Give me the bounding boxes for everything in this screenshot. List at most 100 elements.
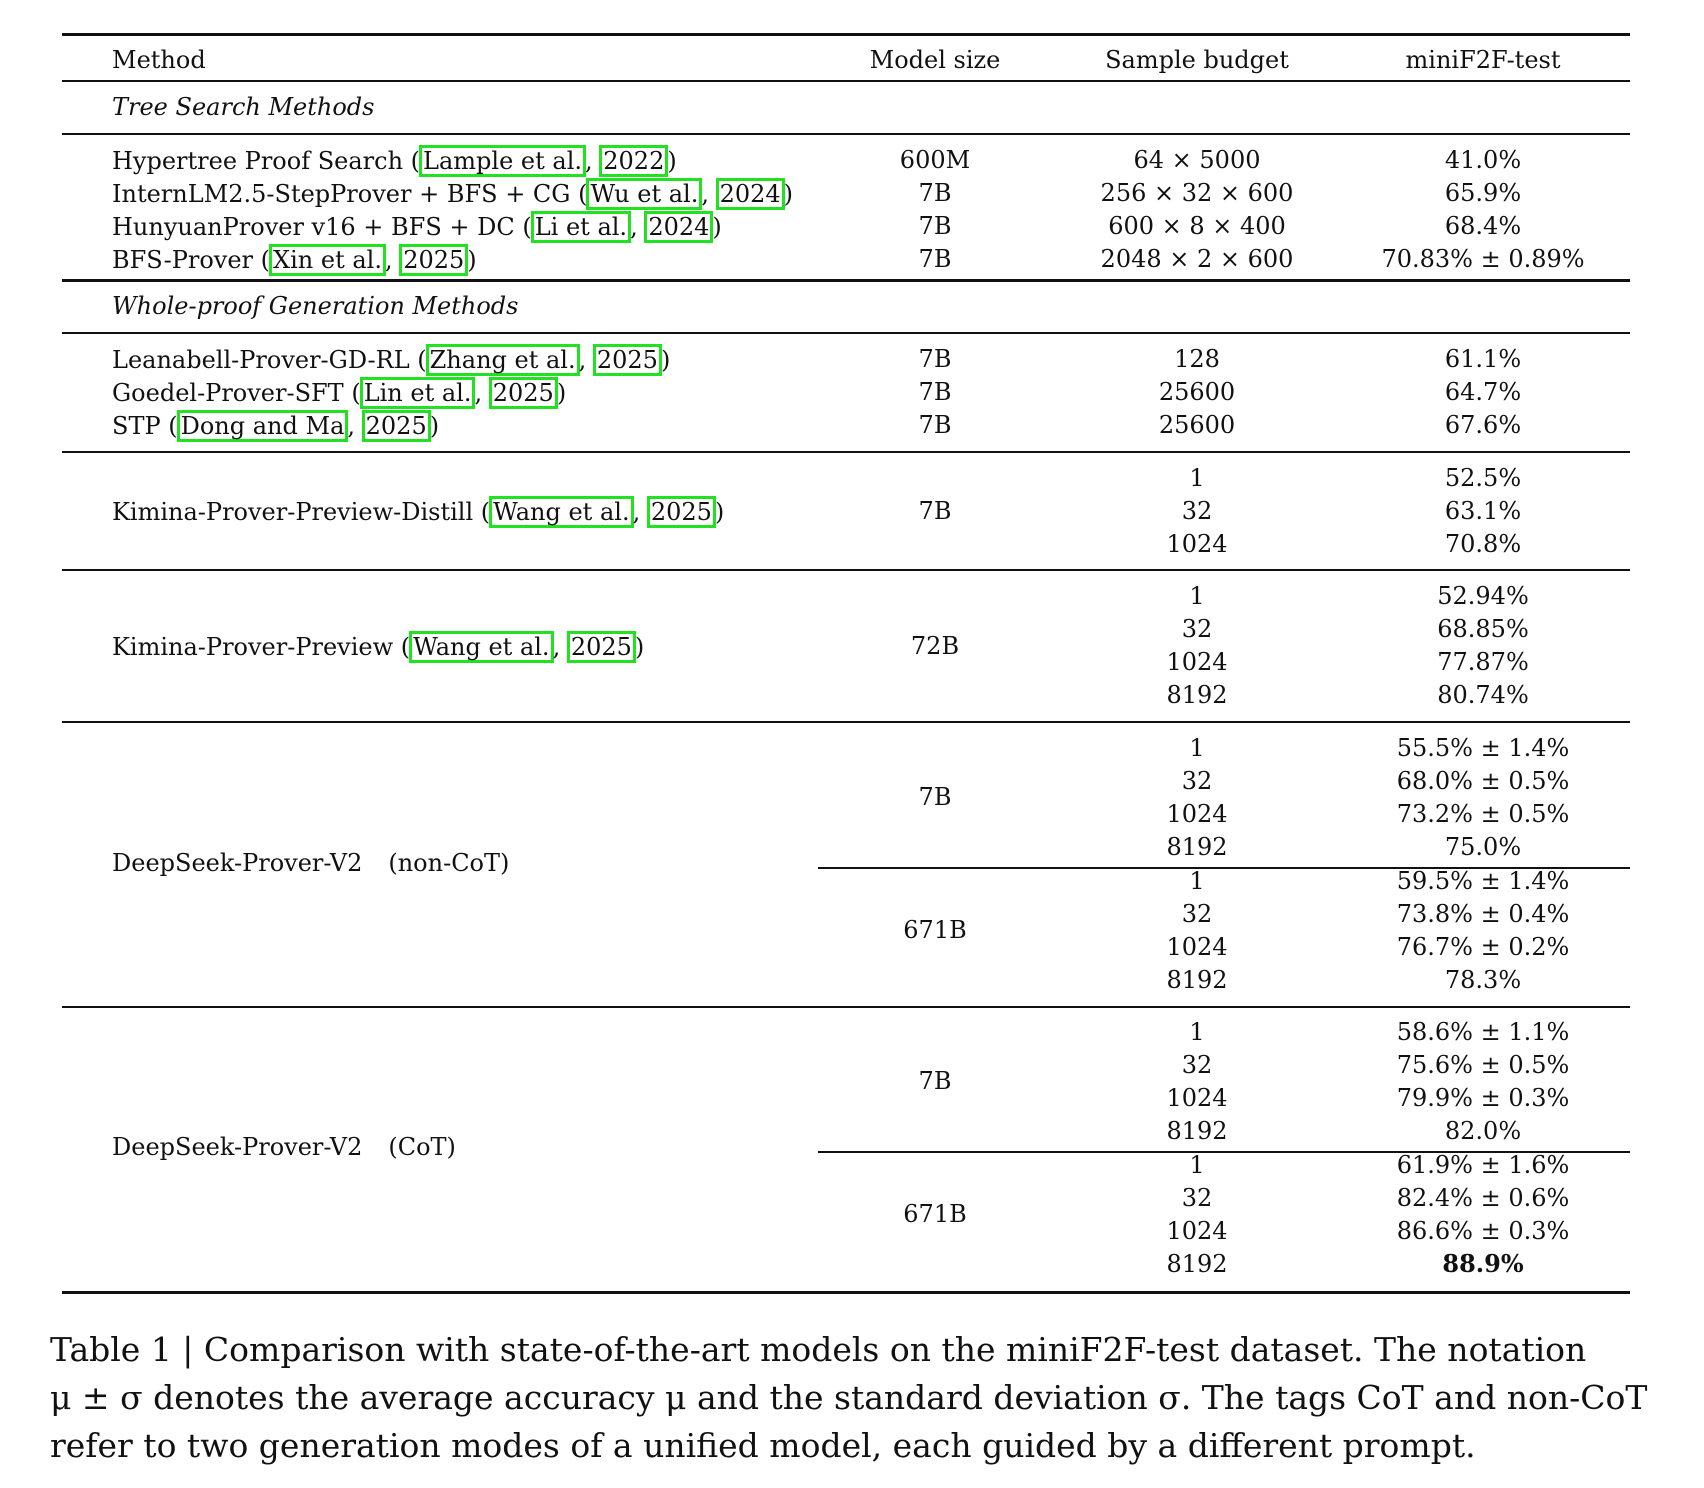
citation-author[interactable]: Lin et al.: [359, 377, 476, 409]
caption-line: Table 1 | Comparison with state-of-the-a…: [50, 1330, 1587, 1369]
sample-budget: 1: [1189, 1018, 1205, 1046]
score: 63.1%: [1444, 497, 1522, 525]
model-size: 72B: [910, 632, 960, 660]
tree-section-rule: [62, 133, 1630, 135]
sample-budget: 64 × 5000: [1133, 146, 1261, 174]
citation-author[interactable]: Wang et al.: [409, 631, 554, 663]
table-top-rule: [62, 33, 1630, 36]
kimina-rule: [62, 569, 1630, 571]
best-score: 88.9%: [1442, 1249, 1524, 1278]
tree-end-rule: [62, 279, 1630, 282]
score: 67.6%: [1444, 411, 1522, 439]
citation-year[interactable]: 2022: [599, 145, 669, 177]
sample-budget: 8192: [1166, 1117, 1228, 1145]
sample-budget: 32: [1181, 1051, 1213, 1079]
sample-budget: 2048 × 2 × 600: [1100, 245, 1294, 273]
score: 55.5% ± 1.4%: [1396, 734, 1570, 762]
caption-line: μ ± σ denotes the average accuracy μ and…: [50, 1378, 1648, 1417]
mode-tag: (non-CoT): [388, 849, 510, 877]
ds-noncot-rule: [62, 721, 1630, 723]
sample-budget: 32: [1181, 1184, 1213, 1212]
model-size: 7B: [918, 497, 952, 525]
citation-year[interactable]: 2024: [644, 211, 714, 243]
method-name: Goedel-Prover-SFT (Lin et al., 2025): [112, 377, 567, 409]
score: 79.9% ± 0.3%: [1396, 1084, 1570, 1112]
score: 68.4%: [1444, 212, 1522, 240]
method-name: HunyuanProver v16 + BFS + DC (Li et al.,…: [112, 211, 722, 243]
citation-year[interactable]: 2025: [592, 344, 662, 376]
citation-year[interactable]: 2025: [399, 244, 469, 276]
sample-budget: 32: [1181, 615, 1213, 643]
model-size: 600M: [899, 146, 971, 174]
method-name: DeepSeek-Prover-V2 (non-CoT): [112, 849, 510, 877]
score: 80.74%: [1437, 681, 1529, 709]
sample-budget: 8192: [1166, 1250, 1228, 1278]
sample-budget: 1024: [1166, 530, 1228, 558]
method-name: BFS-Prover (Xin et al., 2025): [112, 244, 477, 276]
table-bottom-rule: [62, 1291, 1630, 1294]
header-sample-budget: Sample budget: [1105, 46, 1289, 74]
score: 70.8%: [1444, 530, 1522, 558]
sample-budget: 8192: [1166, 833, 1228, 861]
header-rule: [62, 80, 1630, 82]
score: 75.0%: [1444, 833, 1522, 861]
model-size: 7B: [918, 783, 952, 811]
score: 76.7% ± 0.2%: [1396, 933, 1570, 961]
score: 78.3%: [1444, 966, 1522, 994]
citation-author[interactable]: Li et al.: [530, 211, 632, 243]
citation-author[interactable]: Wang et al.: [489, 496, 634, 528]
score: 86.6% ± 0.3%: [1396, 1217, 1570, 1245]
score: 82.4% ± 0.6%: [1396, 1184, 1570, 1212]
score: 61.9% ± 1.6%: [1396, 1151, 1570, 1179]
citation-author[interactable]: Zhang et al.: [425, 344, 580, 376]
sample-budget: 32: [1181, 900, 1213, 928]
score: 52.94%: [1437, 582, 1529, 610]
score: 68.0% ± 0.5%: [1396, 767, 1570, 795]
model-size: 671B: [903, 1200, 967, 1228]
citation-author[interactable]: Wu et al.: [586, 178, 703, 210]
score: 59.5% ± 1.4%: [1396, 867, 1570, 895]
method-name: DeepSeek-Prover-V2 (CoT): [112, 1133, 456, 1161]
section-whole-proof: Whole-proof Generation Methods: [112, 292, 519, 320]
ds-cot-rule: [62, 1006, 1630, 1008]
sample-budget: 8192: [1166, 966, 1228, 994]
sample-budget: 1: [1189, 1151, 1205, 1179]
score: 41.0%: [1444, 146, 1522, 174]
ds-noncot-sub-rule: [818, 867, 1630, 869]
sample-budget: 1024: [1166, 1084, 1228, 1112]
sample-budget: 1024: [1166, 1217, 1228, 1245]
citation-year[interactable]: 2025: [646, 496, 716, 528]
citation-author[interactable]: Lample et al.: [419, 145, 586, 177]
sample-budget: 32: [1181, 497, 1213, 525]
caption-line: refer to two generation modes of a unifi…: [50, 1426, 1476, 1465]
citation-author[interactable]: Xin et al.: [269, 244, 386, 276]
citation-author[interactable]: Dong and Ma: [176, 410, 349, 442]
citation-year[interactable]: 2025: [488, 377, 558, 409]
method-name: Hypertree Proof Search (Lample et al., 2…: [112, 145, 677, 177]
sample-budget: 1: [1189, 734, 1205, 762]
sample-budget: 1: [1189, 867, 1205, 895]
whole-section-rule: [62, 332, 1630, 334]
method-name: InternLM2.5-StepProver + BFS + CG (Wu et…: [112, 178, 794, 210]
header-method: Method: [112, 46, 206, 74]
citation-year[interactable]: 2025: [361, 410, 431, 442]
citation-year[interactable]: 2024: [715, 178, 785, 210]
score: 65.9%: [1444, 179, 1522, 207]
score: 75.6% ± 0.5%: [1396, 1051, 1570, 1079]
score: 68.85%: [1437, 615, 1529, 643]
sample-budget: 1024: [1166, 800, 1228, 828]
method-name: STP (Dong and Ma, 2025): [112, 410, 440, 442]
sample-budget: 128: [1174, 345, 1220, 373]
sample-budget: 1024: [1166, 648, 1228, 676]
sample-budget: 600 × 8 × 400: [1108, 212, 1286, 240]
distill-rule: [62, 451, 1630, 453]
method-name: Kimina-Prover-Preview (Wang et al., 2025…: [112, 631, 645, 663]
model-size: 671B: [903, 916, 967, 944]
model-size: 7B: [918, 411, 952, 439]
score: 82.0%: [1444, 1117, 1522, 1145]
method-name: Kimina-Prover-Preview-Distill (Wang et a…: [112, 496, 725, 528]
citation-year[interactable]: 2025: [566, 631, 636, 663]
table-caption: Table 1 | Comparison with state-of-the-a…: [50, 1326, 1670, 1470]
sample-budget: 1: [1189, 464, 1205, 492]
mode-tag: (CoT): [388, 1133, 456, 1161]
